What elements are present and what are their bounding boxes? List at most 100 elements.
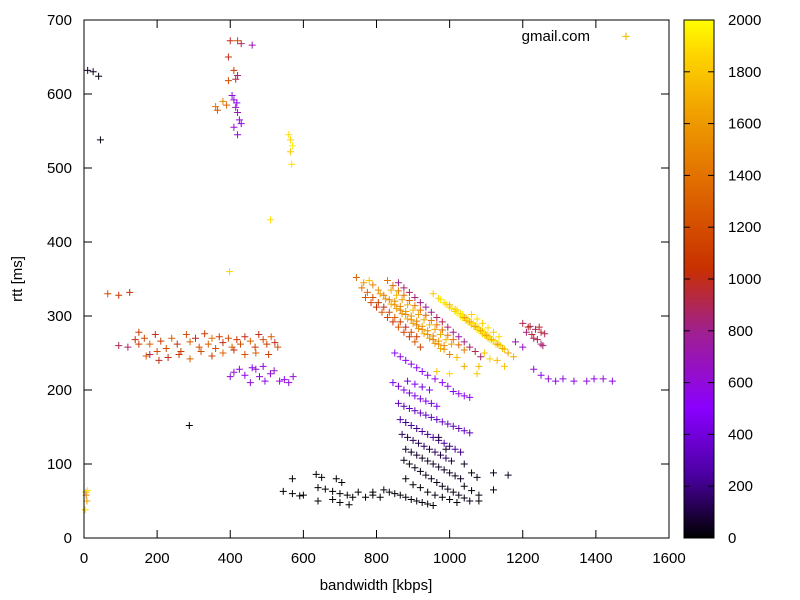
data-point bbox=[495, 341, 503, 349]
data-point bbox=[416, 299, 424, 307]
data-point bbox=[438, 482, 446, 490]
data-point bbox=[271, 339, 279, 347]
data-point bbox=[473, 370, 481, 378]
data-point bbox=[453, 306, 461, 314]
data-point bbox=[442, 454, 450, 462]
data-point bbox=[135, 340, 143, 348]
data-point bbox=[288, 490, 296, 498]
data-point bbox=[599, 375, 607, 383]
data-point bbox=[95, 72, 103, 80]
data-point bbox=[385, 308, 393, 316]
data-point bbox=[84, 487, 92, 495]
data-point bbox=[383, 313, 391, 321]
data-point bbox=[486, 333, 494, 341]
data-point bbox=[464, 315, 472, 323]
data-point bbox=[466, 318, 474, 326]
data-point bbox=[369, 488, 377, 496]
data-point bbox=[358, 284, 366, 292]
data-point bbox=[438, 493, 446, 501]
data-point bbox=[212, 103, 220, 111]
data-point bbox=[422, 303, 430, 311]
data-point bbox=[186, 338, 194, 346]
x-tick-label: 1400 bbox=[579, 550, 612, 567]
data-point bbox=[363, 288, 371, 296]
data-point bbox=[413, 424, 421, 432]
data-point bbox=[490, 336, 497, 344]
data-point bbox=[140, 334, 148, 342]
data-point bbox=[213, 106, 221, 114]
colorbar-tick-label: 800 bbox=[728, 323, 753, 340]
data-point bbox=[535, 323, 543, 331]
data-point bbox=[394, 382, 402, 390]
colorbar-tick-label: 1200 bbox=[728, 219, 761, 236]
data-point bbox=[407, 312, 415, 320]
data-point bbox=[155, 356, 163, 364]
data-point bbox=[385, 488, 393, 496]
data-point bbox=[449, 488, 457, 496]
data-point bbox=[433, 368, 441, 375]
data-point bbox=[532, 325, 540, 333]
data-point bbox=[248, 41, 256, 49]
data-point bbox=[420, 316, 428, 324]
data-point bbox=[126, 288, 134, 296]
data-point bbox=[396, 416, 404, 424]
data-point bbox=[411, 294, 419, 301]
data-point bbox=[473, 323, 481, 331]
data-point bbox=[537, 340, 545, 348]
data-point bbox=[182, 331, 190, 338]
data-point bbox=[329, 487, 337, 495]
data-point bbox=[398, 430, 406, 438]
data-point bbox=[332, 475, 340, 483]
data-point bbox=[201, 330, 209, 338]
data-point bbox=[230, 66, 238, 74]
data-point bbox=[500, 362, 508, 370]
data-point bbox=[226, 373, 234, 381]
data-point bbox=[380, 303, 388, 311]
data-point bbox=[444, 420, 452, 428]
data-point bbox=[468, 311, 476, 319]
data-point bbox=[288, 160, 296, 168]
data-point bbox=[394, 399, 402, 407]
data-point bbox=[224, 77, 232, 85]
data-point bbox=[424, 327, 432, 335]
data-point bbox=[438, 379, 446, 387]
data-point bbox=[438, 418, 446, 426]
data-point bbox=[427, 308, 435, 316]
data-point bbox=[539, 342, 547, 350]
data-point bbox=[263, 340, 271, 348]
data-point bbox=[460, 494, 468, 502]
data-point bbox=[321, 485, 329, 493]
data-point bbox=[444, 485, 452, 493]
data-point bbox=[235, 365, 243, 373]
data-point bbox=[409, 436, 417, 444]
data-point bbox=[418, 383, 426, 391]
data-point bbox=[380, 291, 388, 299]
data-point bbox=[223, 101, 231, 109]
data-point bbox=[490, 469, 497, 477]
data-point bbox=[424, 430, 432, 438]
data-point bbox=[289, 373, 297, 381]
data-point bbox=[246, 337, 254, 345]
data-point bbox=[477, 353, 485, 361]
data-point bbox=[382, 295, 390, 303]
data-point bbox=[418, 427, 426, 435]
data-point bbox=[559, 375, 567, 383]
data-point bbox=[124, 343, 132, 351]
data-point bbox=[233, 99, 241, 107]
data-point bbox=[329, 496, 337, 504]
data-point bbox=[241, 333, 249, 341]
data-point bbox=[504, 471, 512, 479]
data-point bbox=[466, 343, 474, 351]
data-point bbox=[393, 291, 401, 299]
data-point bbox=[460, 346, 468, 354]
data-point bbox=[276, 377, 284, 385]
data-point bbox=[460, 482, 468, 490]
data-point bbox=[153, 348, 161, 356]
data-point bbox=[519, 343, 527, 351]
data-point bbox=[436, 331, 444, 338]
data-point bbox=[398, 296, 406, 304]
data-point bbox=[288, 475, 296, 483]
data-point bbox=[251, 343, 259, 351]
data-point bbox=[460, 392, 468, 400]
x-tick-label: 1000 bbox=[433, 550, 466, 567]
